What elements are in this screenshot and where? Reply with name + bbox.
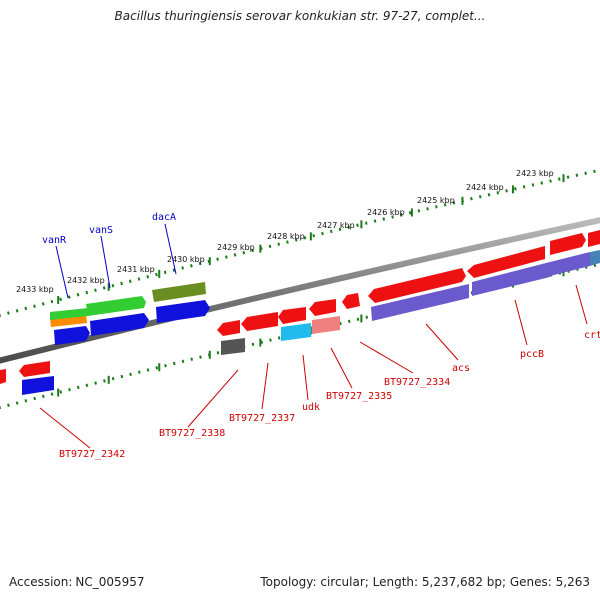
gene-label-BT9727_2342[interactable]: BT9727_2342 [59, 449, 125, 460]
leader-BT9727_2334 [359, 341, 414, 374]
ruler-label-2423: 2423 kbp [516, 169, 554, 178]
ruler-label-2428: 2428 kbp [267, 232, 305, 241]
feature-blue-1[interactable] [54, 326, 90, 345]
feature-grey-2338[interactable] [221, 338, 245, 355]
leader-udk [302, 354, 309, 401]
forward-features [0, 230, 600, 395]
leader-vanS [100, 235, 111, 289]
accession-value: NC_005957 [75, 575, 145, 589]
leader-acs [425, 323, 459, 361]
gene-label-BT9727_2335[interactable]: BT9727_2335 [326, 391, 392, 402]
feature-cyan-udk[interactable] [281, 323, 311, 341]
feature-purple-acs[interactable] [371, 284, 469, 321]
leader-BT9727_2337 [261, 362, 269, 410]
feature-red-2335[interactable] [309, 299, 336, 316]
gene-label-udk[interactable]: udk [302, 402, 320, 413]
leader-vanR [55, 245, 69, 299]
feature-red-edge[interactable] [588, 230, 600, 247]
gene-label-vanS[interactable]: vanS [89, 225, 113, 236]
ruler-label-2427: 2427 kbp [317, 221, 355, 230]
accession-label: Accession: [9, 575, 73, 589]
inner-ruler-track [0, 262, 600, 409]
ruler-label-2426: 2426 kbp [367, 208, 405, 217]
ruler-labels: 2433 kbp 2432 kbp 2431 kbp 2430 kbp 2429… [16, 169, 554, 294]
leader-crt [575, 284, 588, 325]
gene-label-pccB[interactable]: pccB [520, 349, 544, 360]
ruler-label-2430: 2430 kbp [167, 255, 205, 264]
gene-label-BT9727_2338[interactable]: BT9727_2338 [159, 428, 225, 439]
ruler-label-2432: 2432 kbp [67, 276, 105, 285]
ruler-label-2431: 2431 kbp [117, 265, 155, 274]
topology-footer: Topology: circular; Length: 5,237,682 bp… [260, 575, 590, 589]
gene-label-BT9727_2334[interactable]: BT9727_2334 [384, 377, 450, 388]
feature-vanS[interactable] [86, 296, 146, 316]
accession-footer: Accession: NC_005957 [9, 575, 145, 589]
feature-red-pccB[interactable] [467, 246, 545, 278]
gene-label-dacA[interactable]: dacA [152, 212, 176, 223]
gene-label-BT9727_2337[interactable]: BT9727_2337 [229, 413, 295, 424]
gene-label-acs[interactable]: acs [452, 363, 470, 374]
ruler-label-2433: 2433 kbp [16, 285, 54, 294]
label-leaders [39, 223, 588, 449]
outer-ruler-track [0, 168, 600, 317]
feature-blue-2[interactable] [90, 313, 149, 336]
feature-red-left[interactable] [0, 369, 6, 384]
ruler-label-2429: 2429 kbp [217, 243, 255, 252]
feature-red-udk[interactable] [278, 307, 306, 324]
gene-labels: vanR vanS dacA BT9727_2342 BT9727_2338 B… [42, 212, 600, 460]
gene-label-crt[interactable]: crt [584, 330, 600, 341]
ruler-label-2424: 2424 kbp [466, 183, 504, 192]
leader-BT9727_2338 [187, 369, 239, 428]
feature-purple-crt[interactable] [550, 252, 590, 276]
leader-pccB [514, 299, 528, 346]
feature-blue-3[interactable] [156, 300, 210, 323]
feature-red-2342[interactable] [19, 361, 50, 377]
feature-steelblue-edge[interactable] [590, 250, 600, 266]
feature-red-2334a[interactable] [342, 293, 360, 309]
ruler-label-2425: 2425 kbp [417, 196, 455, 205]
feature-purple-pccB[interactable] [472, 262, 550, 296]
leader-BT9727_2335 [330, 347, 353, 389]
map-title: Bacillus thuringiensis serovar konkukian… [114, 9, 486, 23]
feature-red-2338[interactable] [217, 320, 240, 336]
feature-dacA[interactable] [152, 282, 206, 302]
feature-vanR-green[interactable] [50, 308, 88, 320]
feature-red-2337[interactable] [241, 312, 278, 331]
feature-blue-2342[interactable] [22, 376, 54, 395]
gene-label-vanR[interactable]: vanR [42, 235, 67, 246]
feature-red-acs[interactable] [368, 268, 466, 303]
leader-dacA [164, 223, 177, 275]
leader-BT9727_2342 [39, 407, 91, 449]
feature-pink-2335[interactable] [312, 316, 340, 334]
feature-red-crt[interactable] [550, 233, 586, 255]
